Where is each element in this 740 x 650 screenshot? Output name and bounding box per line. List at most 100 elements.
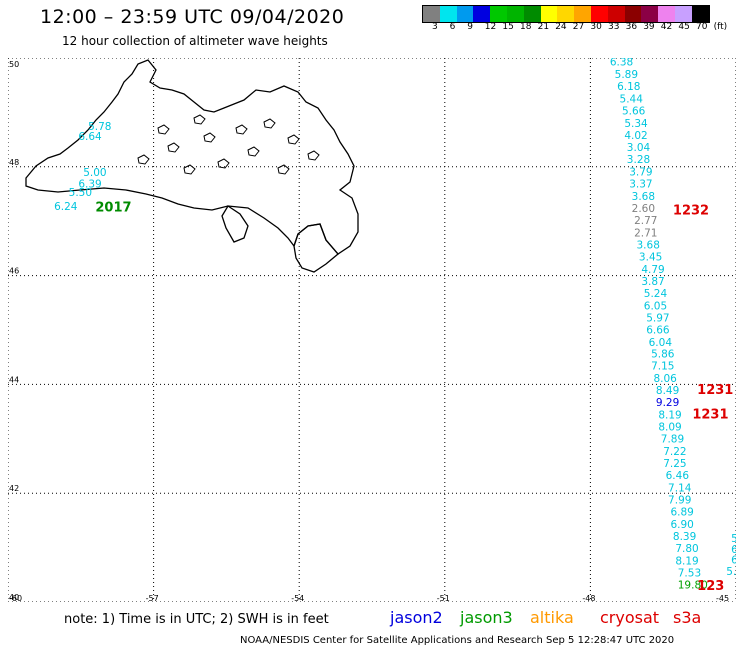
legend-swatch: [658, 6, 675, 22]
lat-label: 46: [9, 267, 19, 276]
color-scale-labels: 3 6 9 12 15 18 21 24 27 30 33 36 39 42 45 70 (ft): [422, 22, 740, 34]
legend-swatch: [490, 6, 507, 22]
newfoundland-coastline: [25, 59, 359, 273]
map-subtitle: 12 hour collection of altimeter wave hei…: [62, 34, 328, 48]
burin-peninsula-outline: [221, 205, 249, 243]
wave-height-value: 5.44: [620, 94, 644, 106]
map-title: 12:00 – 23:59 UTC 09/04/2020: [40, 6, 345, 28]
lake-outline: [277, 164, 290, 175]
lat-label: 44: [9, 375, 19, 384]
wave-height-value: 6.18: [617, 81, 640, 93]
satellite-name-jason3: jason3: [460, 608, 513, 627]
legend-swatch: [439, 6, 457, 22]
wave-height-value: 8.09: [658, 422, 681, 434]
wave-height-value: 3.04: [627, 142, 651, 154]
wave-height-value: 6.90: [670, 519, 693, 531]
lake-outline: [307, 150, 320, 161]
legend-swatch: [624, 6, 642, 22]
wave-height-value: 5.97: [646, 312, 669, 324]
wave-height-value: 5.00: [83, 167, 106, 179]
legend-label: 36: [625, 22, 638, 32]
legend-swatch: [590, 6, 608, 22]
legend-swatch: [557, 6, 575, 22]
wave-height-value: 3.79: [629, 167, 652, 179]
legend-label: 6: [449, 22, 456, 32]
credit-footer: NOAA/NESDIS Center for Satellite Applica…: [240, 635, 675, 646]
legend-swatch: [456, 6, 474, 22]
lat-label: 40: [9, 593, 19, 602]
lon-label: -54: [291, 594, 304, 602]
wave-height-observations: 6.24 5.506.395.00 6.645.78 6.385.896.185.44…: [54, 58, 736, 591]
wave-height-value: 5: [731, 533, 736, 545]
lat-lon-grid: [8, 58, 736, 602]
legend-label: 12: [484, 22, 497, 32]
color-scale-legend: [422, 5, 710, 23]
wave-height-value: 6: [731, 554, 736, 566]
wave-height-value: 5.66: [622, 106, 646, 118]
axis-labels: 50 48 46 44 42 40-60 -57 -54 -51 -48 -45: [9, 60, 729, 602]
lon-label: -48: [582, 594, 595, 602]
wave-height-value: 6.24: [54, 201, 78, 213]
legend-swatch: [506, 6, 524, 22]
wave-height-value: 2.77: [634, 215, 657, 227]
lat-label: 48: [9, 158, 19, 167]
legend-label: 9: [467, 22, 473, 32]
satellite-name-s3a: s3a: [673, 608, 702, 627]
lake-outline: [217, 158, 230, 169]
lake-outline: [183, 164, 196, 175]
wave-height-value: 9.29: [656, 397, 679, 409]
legend-swatch: [574, 6, 591, 22]
lake-outline: [193, 114, 206, 125]
legend-swatch: [641, 6, 659, 22]
wave-height-value: 6.64: [78, 131, 102, 143]
wave-height-value: 3.28: [627, 154, 650, 166]
wave-height-value: 3.87: [641, 276, 664, 288]
legend-label: 18: [520, 22, 532, 32]
legend-label: 42: [660, 22, 673, 32]
wave-height-value: 7.22: [663, 446, 686, 458]
legend-label: 30: [590, 22, 602, 32]
pass-time-label: 1232: [673, 204, 709, 219]
wave-height-value: 8.49: [656, 385, 679, 397]
wave-height-value: 8.19: [658, 410, 681, 422]
wave-height-value: 3.37: [629, 178, 652, 190]
wave-height-value: 7.89: [661, 434, 684, 446]
legend-label: (ft): [713, 22, 728, 32]
wave-height-value: 3.68: [637, 239, 660, 251]
altimeter-map: 6.24 5.506.395.00 6.645.78 6.385.896.185.44…: [8, 58, 736, 602]
lake-outline: [167, 142, 180, 153]
lon-label: -45: [716, 594, 729, 602]
wave-height-value: 7.14: [668, 483, 692, 495]
lake-outline: [137, 154, 150, 165]
satellite-name-cryosat: cryosat: [600, 608, 660, 627]
wave-height-value: 5.78: [88, 121, 111, 133]
wave-height-value: 3.45: [639, 251, 662, 263]
lake-outline: [235, 124, 248, 135]
wave-height-value: 6.05: [644, 300, 667, 312]
legend-swatch: [423, 6, 440, 22]
newfoundland-outline: [25, 59, 359, 255]
lake-outline: [263, 118, 276, 129]
legend-label: 24: [555, 22, 567, 32]
legend-swatch: [540, 6, 558, 22]
wave-height-value: 8.06: [653, 373, 677, 385]
legend-label: 3: [432, 22, 438, 32]
wave-height-value: 6.04: [649, 337, 673, 349]
lake-outline: [247, 146, 260, 157]
legend-swatch: [674, 6, 692, 22]
pass-time-label: 1231: [697, 383, 733, 398]
legend-label: 27: [572, 22, 585, 32]
legend-swatch: [473, 6, 491, 22]
wave-height-value: 8.19: [675, 555, 698, 567]
legend-label: 70: [696, 22, 708, 32]
wave-height-value: 8.39: [673, 531, 696, 543]
lake-outline: [157, 124, 170, 135]
wave-height-value: 7.99: [668, 495, 691, 507]
pass-time-label: 1231: [692, 408, 728, 423]
lake-outline: [203, 132, 216, 143]
wave-height-value: 4.02: [624, 130, 647, 142]
wave-height-value: 6: [731, 544, 736, 556]
pass-time-label: 123: [697, 579, 724, 594]
wave-height-value: 5.86: [651, 349, 675, 361]
legend-swatch: [607, 6, 625, 22]
